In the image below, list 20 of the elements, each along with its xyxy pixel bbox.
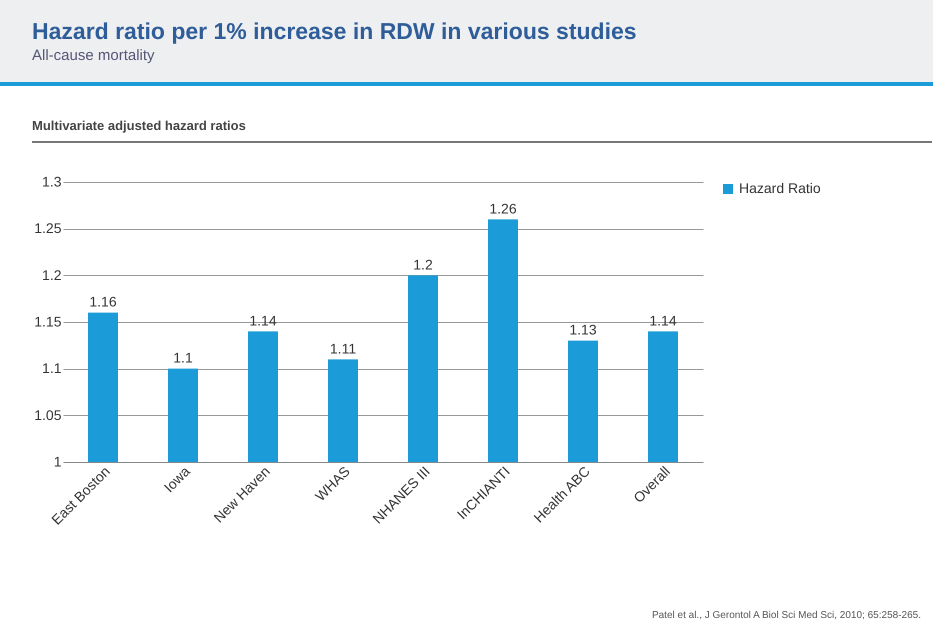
y-tick-label: 1.1: [42, 360, 62, 376]
chart-title: Hazard ratio per 1% increase in RDW in various studies: [32, 18, 638, 45]
y-tick-label: 1: [54, 454, 62, 470]
y-tick-label: 1.05: [34, 406, 62, 423]
y-tick-label: 1.25: [34, 220, 62, 236]
text: Patel et al., J Gerontol A Biol Sci Med Sci, 2010; 65:258-265.: [652, 610, 921, 621]
data-label: 1.16: [89, 294, 117, 310]
y-tick-label: 1.3: [42, 174, 62, 190]
data-label: 1.1: [173, 350, 193, 366]
chart-subtitle: All-cause mortality: [32, 47, 156, 64]
data-label: 1.2: [413, 256, 433, 272]
y-tick-label: 1.15: [34, 314, 62, 330]
data-label: 1.26: [489, 200, 517, 216]
data-label: 1.14: [649, 312, 677, 328]
y-tick-label: 1.2: [42, 266, 62, 283]
data-label: 1.14: [249, 312, 277, 328]
legend-label: Hazard Ratio: [739, 180, 821, 196]
data-label: 1.13: [569, 322, 597, 338]
text: Multivariate adjusted hazard ratios: [32, 118, 932, 143]
data-label: 1.11: [330, 340, 356, 356]
